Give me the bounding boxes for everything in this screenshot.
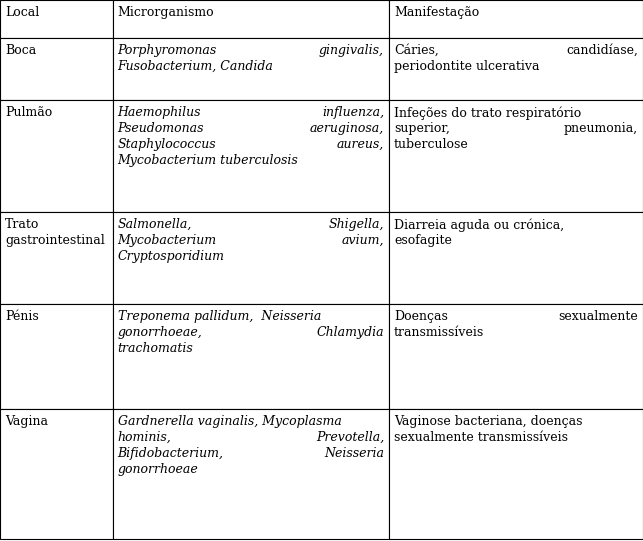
Text: Doenças: Doenças bbox=[394, 310, 448, 323]
Text: Chlamydia: Chlamydia bbox=[316, 326, 384, 339]
Bar bbox=[0, 409, 113, 539]
Bar bbox=[389, 100, 643, 212]
Text: Pseudomonas: Pseudomonas bbox=[118, 122, 204, 135]
Text: candidíase,: candidíase, bbox=[566, 44, 638, 57]
Text: Mycobacterium: Mycobacterium bbox=[118, 234, 217, 247]
Text: gonorrhoeae: gonorrhoeae bbox=[118, 463, 198, 476]
Bar bbox=[0, 100, 113, 212]
Bar bbox=[113, 0, 389, 38]
Text: Porphyromonas: Porphyromonas bbox=[118, 44, 217, 57]
Text: Prevotella,: Prevotella, bbox=[316, 431, 384, 444]
Text: esofagite: esofagite bbox=[394, 234, 452, 247]
Text: Fusobacterium, Candida: Fusobacterium, Candida bbox=[118, 60, 273, 73]
Text: Manifestação: Manifestação bbox=[394, 6, 479, 19]
Text: gonorrhoeae,: gonorrhoeae, bbox=[118, 326, 203, 339]
Text: Salmonella,: Salmonella, bbox=[118, 218, 192, 231]
Bar bbox=[389, 409, 643, 539]
Bar bbox=[389, 0, 643, 38]
Text: Cryptosporidium: Cryptosporidium bbox=[118, 250, 224, 263]
Text: Trato: Trato bbox=[5, 218, 39, 231]
Bar bbox=[113, 212, 389, 304]
Text: aureus,: aureus, bbox=[337, 138, 384, 151]
Bar bbox=[0, 304, 113, 409]
Text: trachomatis: trachomatis bbox=[118, 342, 194, 355]
Text: Pulmão: Pulmão bbox=[5, 106, 52, 119]
Text: Haemophilus: Haemophilus bbox=[118, 106, 201, 119]
Text: periodontite ulcerativa: periodontite ulcerativa bbox=[394, 60, 539, 73]
Text: gingivalis,: gingivalis, bbox=[319, 44, 384, 57]
Text: Treponema pallidum,  Neisseria: Treponema pallidum, Neisseria bbox=[118, 310, 321, 323]
Text: Vagina: Vagina bbox=[5, 415, 48, 428]
Text: superior,: superior, bbox=[394, 122, 450, 135]
Text: Infeções do trato respiratório: Infeções do trato respiratório bbox=[394, 106, 581, 120]
Text: Shigella,: Shigella, bbox=[329, 218, 384, 231]
Bar bbox=[113, 100, 389, 212]
Text: Mycobacterium tuberculosis: Mycobacterium tuberculosis bbox=[118, 154, 298, 167]
Text: Neisseria: Neisseria bbox=[324, 447, 384, 460]
Text: hominis,: hominis, bbox=[118, 431, 171, 444]
Bar bbox=[389, 304, 643, 409]
Text: Staphylococcus: Staphylococcus bbox=[118, 138, 216, 151]
Text: avium,: avium, bbox=[341, 234, 384, 247]
Bar bbox=[113, 409, 389, 539]
Bar bbox=[389, 38, 643, 100]
Text: transmissíveis: transmissíveis bbox=[394, 326, 484, 339]
Text: aeruginosa,: aeruginosa, bbox=[310, 122, 384, 135]
Bar bbox=[0, 38, 113, 100]
Text: Microrganismo: Microrganismo bbox=[118, 6, 214, 19]
Text: tuberculose: tuberculose bbox=[394, 138, 469, 151]
Text: sexualmente transmissíveis: sexualmente transmissíveis bbox=[394, 431, 568, 444]
Bar bbox=[389, 212, 643, 304]
Text: pneumonia,: pneumonia, bbox=[564, 122, 638, 135]
Text: Boca: Boca bbox=[5, 44, 36, 57]
Text: Pénis: Pénis bbox=[5, 310, 39, 323]
Text: sexualmente: sexualmente bbox=[558, 310, 638, 323]
Text: Gardnerella vaginalis, Mycoplasma: Gardnerella vaginalis, Mycoplasma bbox=[118, 415, 341, 428]
Bar bbox=[113, 304, 389, 409]
Text: Local: Local bbox=[5, 6, 39, 19]
Text: gastrointestinal: gastrointestinal bbox=[5, 234, 105, 247]
Text: influenza,: influenza, bbox=[322, 106, 384, 119]
Bar bbox=[113, 38, 389, 100]
Text: Bifidobacterium,: Bifidobacterium, bbox=[118, 447, 224, 460]
Text: Vaginose bacteriana, doenças: Vaginose bacteriana, doenças bbox=[394, 415, 583, 428]
Text: Cáries,: Cáries, bbox=[394, 44, 439, 57]
Bar bbox=[0, 212, 113, 304]
Bar bbox=[0, 0, 113, 38]
Text: Diarreia aguda ou crónica,: Diarreia aguda ou crónica, bbox=[394, 218, 564, 232]
